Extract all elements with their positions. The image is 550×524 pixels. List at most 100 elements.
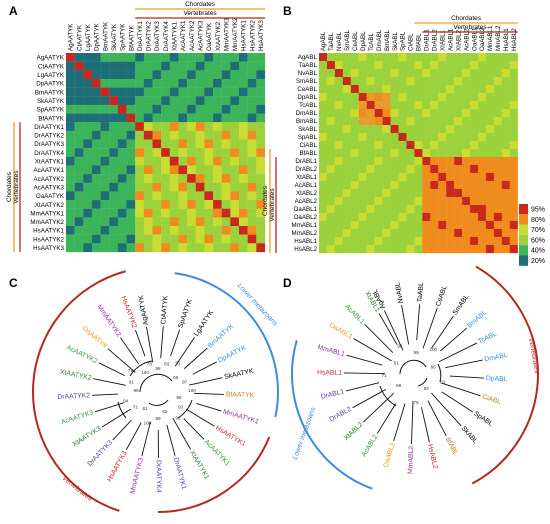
heatmap-a-cell [100, 70, 110, 80]
heatmap-b-cell [438, 181, 447, 190]
tree-d-leaf: SpABL [472, 410, 494, 427]
heatmap-a-cell [83, 139, 93, 149]
heatmap-b-cell [501, 69, 510, 78]
heatmap-b-cell [446, 53, 455, 62]
heatmap-a-cell [161, 87, 170, 97]
heatmap-b-cell [366, 221, 375, 230]
heatmap-b-cell [319, 181, 328, 190]
heatmap-a-cell [230, 96, 240, 106]
tree-c-branch [92, 393, 119, 396]
tree-c-bootstrap: 100 [144, 420, 152, 425]
heatmap-b-cell [319, 189, 328, 198]
chordates-label-side: Chordates [6, 171, 13, 202]
tree-d-leaf: AcABL2 [361, 433, 380, 458]
heatmap-a-cell [83, 78, 93, 88]
heatmap-a-cell [230, 165, 240, 175]
heatmap-b-cell [430, 109, 439, 118]
heatmap-b-cell [358, 101, 367, 110]
heatmap-a-cell [161, 226, 170, 235]
heatmap-b-cell [414, 125, 423, 134]
tree-c-leaf: SpAATYK [177, 298, 194, 329]
heatmap-a-cell [204, 148, 214, 157]
heatmap-b-cell [350, 109, 359, 118]
tree-c-branch [189, 377, 223, 386]
tree-c-leaf: DpAATYK [217, 344, 248, 364]
heatmap-a-cell [143, 70, 153, 80]
legend-swatch [519, 214, 528, 225]
heatmap-a-cell [91, 148, 101, 157]
heatmap-a-cell [117, 113, 127, 123]
heatmap-b-cell [478, 77, 487, 86]
heatmap-b-cell [406, 133, 415, 142]
heatmap-a-cell [256, 104, 266, 114]
heatmap-b-cell [493, 77, 502, 86]
heatmap-b-row-label: SpABL [298, 134, 318, 141]
heatmap-b-cell [438, 101, 447, 110]
heatmap-b-cell [342, 197, 351, 206]
heatmap-a-cell [126, 122, 136, 131]
heatmap-b-cell [406, 61, 415, 70]
heatmap-a-cell [161, 78, 170, 88]
heatmap-b-row-label: CiABL [299, 142, 317, 149]
tree-d-branch [431, 392, 462, 427]
heatmap-a-cell [109, 53, 119, 62]
heatmap-b-cell [438, 245, 447, 254]
heatmap-b-cell [509, 189, 518, 198]
heatmap-a-cell [143, 139, 153, 149]
heatmap-b-cell [501, 101, 510, 110]
heatmap-b-cell [390, 93, 399, 102]
tree-d-leaf: DmABL [484, 352, 509, 364]
heatmap-b-cell [406, 101, 415, 110]
heatmap-b-cell [509, 149, 518, 158]
heatmap-b-cell [406, 205, 415, 214]
tree-d-bootstrap: 99 [414, 350, 420, 355]
heatmap-a-cell [83, 61, 93, 71]
heatmap-b-cell [462, 197, 471, 206]
heatmap-a-cell [161, 113, 170, 123]
heatmap-b-cell [430, 85, 439, 94]
heatmap-b-cell [485, 229, 495, 238]
heatmap-a-cell [221, 191, 231, 201]
tree-d-branch [364, 324, 394, 354]
heatmap-b-cell [478, 141, 487, 150]
heatmap-a-cell [161, 53, 170, 62]
heatmap-b-cell [509, 165, 518, 174]
heatmap-a-cell [126, 139, 136, 149]
heatmap-b-cell [358, 117, 367, 126]
heatmap-a-cell [100, 53, 110, 62]
heatmap-b-cell [406, 245, 415, 254]
heatmap-b-cell [342, 141, 351, 150]
heatmap-a-col-label: BfAATYK [128, 24, 135, 51]
tree-d-branch [384, 310, 404, 351]
heatmap-b-cell [414, 109, 423, 118]
tree-c-leaf: XtAATYK1 [188, 450, 210, 481]
tree-d-leaf: DpABL [486, 375, 508, 383]
heatmap-b-cell [485, 133, 495, 142]
tree-c-branch [196, 403, 222, 412]
heatmap-b-cell [501, 77, 510, 86]
heatmap-a-cell [161, 130, 170, 140]
heatmap-b-cell [406, 221, 415, 230]
heatmap-a-cell [256, 87, 266, 97]
heatmap-b-cell [366, 205, 375, 214]
tree-d-branch [449, 375, 484, 379]
heatmap-b-cell [422, 173, 431, 182]
heatmap-a-cell [117, 165, 127, 175]
heatmap-a-cell [126, 61, 136, 71]
heatmap-a-cell [135, 234, 144, 244]
heatmap-b-cell [454, 181, 463, 190]
heatmap-a-cell [161, 156, 170, 166]
heatmap-a-cell [109, 87, 119, 97]
heatmap-a-cell [239, 78, 248, 88]
tree-d-branch [417, 377, 428, 387]
heatmap-a-cell [143, 122, 153, 131]
heatmap-a-cell [66, 174, 75, 183]
heatmap-a-cell [152, 139, 162, 149]
heatmap-a-cell [178, 165, 188, 175]
tree-c-branch [98, 362, 126, 377]
heatmap-a-cell [117, 174, 127, 183]
heatmap-a-cell [178, 70, 188, 80]
heatmap-a-cell [117, 200, 127, 209]
heatmap-b-row-label: DpABL [297, 94, 317, 101]
heatmap-b-cell [501, 85, 510, 94]
